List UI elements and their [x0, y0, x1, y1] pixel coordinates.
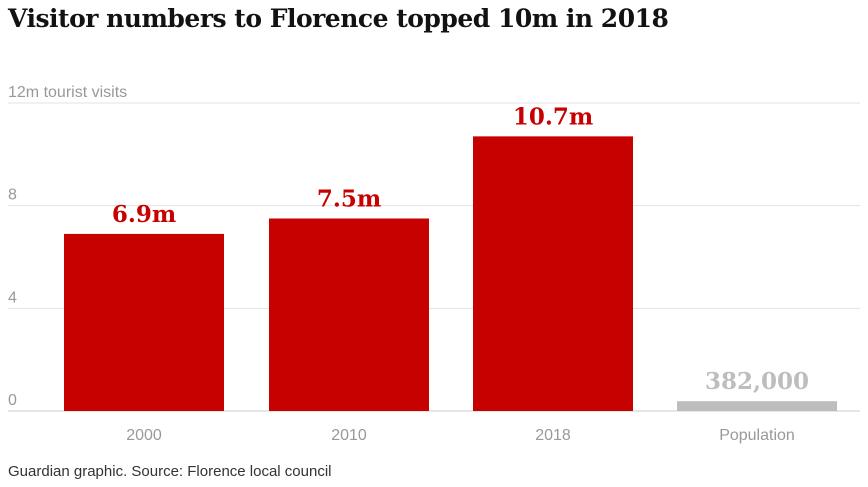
value-label-population: 382,000 — [705, 368, 809, 395]
value-label-2000: 6.9m — [112, 201, 176, 228]
bar-2000 — [64, 233, 224, 411]
chart-title: Visitor numbers to Florence topped 10m i… — [8, 4, 669, 33]
y-tick-label-4: 4 — [8, 289, 17, 306]
y-tick-label-8: 8 — [8, 187, 17, 204]
value-labels: 6.9m 7.5m 10.7m 382,000 — [112, 103, 809, 395]
bars — [64, 136, 837, 411]
value-label-2010: 7.5m — [317, 186, 381, 213]
bar-2018 — [473, 136, 633, 411]
bar-2010 — [269, 218, 429, 411]
category-label-2000: 2000 — [126, 427, 162, 444]
bar-population — [677, 401, 837, 411]
category-label-2018: 2018 — [535, 427, 571, 444]
category-axis: 2000 2010 2018 Population — [126, 427, 795, 444]
category-label-2010: 2010 — [331, 427, 367, 444]
category-label-population: Population — [719, 427, 795, 444]
y-tick-label-12: 12m tourist visits — [8, 84, 127, 101]
y-tick-label-0: 0 — [8, 392, 17, 409]
source-note: Guardian graphic. Source: Florence local… — [8, 463, 332, 480]
value-label-2018: 10.7m — [513, 103, 593, 130]
